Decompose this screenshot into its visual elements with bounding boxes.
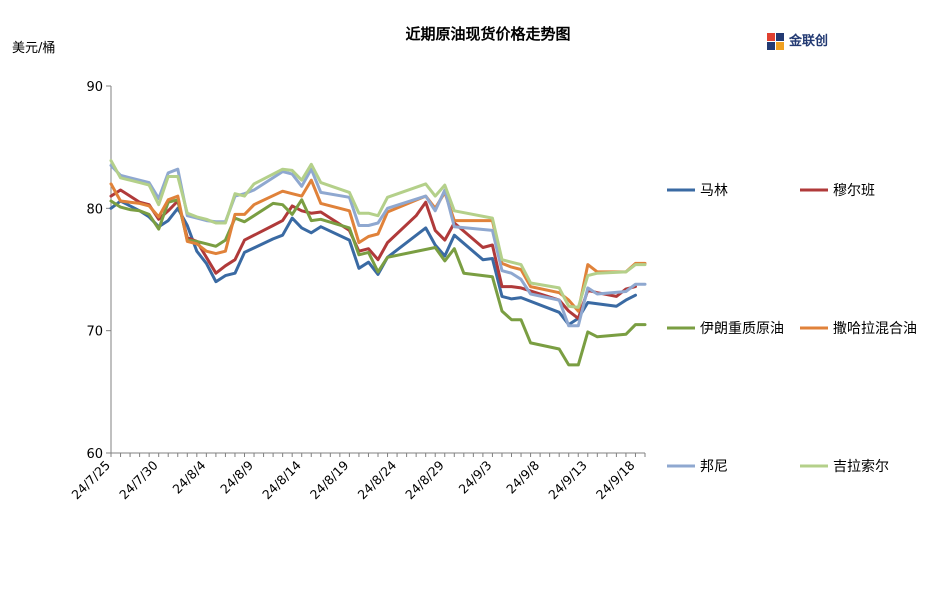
- x-tick-label: 24/8/19: [307, 457, 352, 502]
- x-tick-label: 24/8/9: [217, 457, 256, 496]
- x-tick-label: 24/7/25: [68, 458, 113, 503]
- series-line-6: [109, 159, 647, 309]
- series-line-4: [109, 178, 647, 313]
- x-tick-label: 24/8/14: [259, 457, 304, 502]
- x-tick-label: 24/9/8: [503, 457, 542, 496]
- x-tick-label: 24/8/29: [402, 457, 447, 502]
- y-tick-label: 60: [86, 447, 103, 462]
- logo-icon: [767, 33, 784, 50]
- logo: 金联创: [767, 33, 828, 50]
- series-line-1: [109, 199, 637, 327]
- x-tick-label: 24/9/3: [455, 458, 494, 497]
- legend-label-4: 撒哈拉混合油: [833, 321, 917, 337]
- y-axis-unit: 美元/桶: [12, 41, 55, 56]
- legend-label-1: 马林: [700, 183, 728, 199]
- x-tick-label: 24/8/24: [355, 457, 400, 502]
- y-tick-label: 80: [86, 202, 103, 217]
- y-tick-label: 90: [86, 80, 103, 95]
- chart-title: 近期原油现货价格走势图: [405, 25, 570, 43]
- x-tick-label: 24/8/4: [169, 457, 208, 496]
- x-tick-label: 24/9/18: [593, 457, 638, 502]
- legend-label-5: 邦尼: [700, 459, 728, 475]
- series-line-5: [109, 164, 647, 328]
- logo-text: 金联创: [788, 33, 828, 49]
- legend-label-6: 吉拉索尔: [833, 458, 889, 475]
- y-tick-label: 70: [86, 325, 103, 340]
- series-layer: [109, 159, 647, 367]
- x-tick-label: 24/9/13: [545, 458, 590, 503]
- x-tick-label: 24/7/30: [116, 457, 161, 502]
- series-line-3: [109, 198, 647, 367]
- legend-label-2: 穆尔班: [833, 183, 875, 199]
- legend-label-3: 伊朗重质原油: [700, 321, 784, 337]
